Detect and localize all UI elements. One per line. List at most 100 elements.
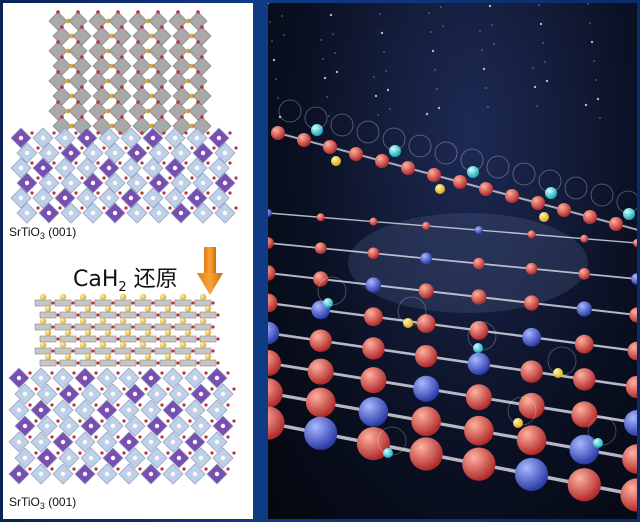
star (440, 6, 442, 8)
atom (210, 387, 214, 391)
atom (182, 467, 186, 471)
bubble (486, 155, 510, 179)
atom (126, 375, 132, 381)
bubble (460, 148, 484, 172)
film-layer (179, 311, 197, 319)
film-layer (114, 323, 132, 331)
atom (102, 146, 106, 150)
atom (80, 146, 84, 150)
atom (185, 78, 191, 84)
atom (24, 150, 30, 156)
atom (473, 343, 483, 353)
atom (52, 131, 56, 135)
atom (467, 352, 491, 376)
atom (80, 85, 84, 89)
atom (116, 313, 120, 317)
octahedron (128, 11, 148, 31)
atom (214, 407, 220, 413)
octahedron (68, 11, 88, 31)
atom (84, 165, 90, 171)
atom (16, 439, 22, 445)
atom (625, 375, 637, 399)
atom (71, 325, 75, 329)
octahedron (168, 41, 188, 61)
atom (184, 353, 192, 361)
atom (523, 295, 540, 311)
atom (185, 48, 191, 54)
reduction-sub: 2 (118, 280, 127, 295)
atom (427, 168, 441, 182)
atom (633, 239, 637, 247)
atom (516, 425, 547, 455)
film-layer (59, 359, 77, 367)
atom (96, 70, 100, 74)
octahedron (192, 86, 212, 106)
atom (120, 115, 124, 119)
atom (24, 180, 30, 186)
atom (146, 176, 150, 180)
atom (105, 48, 111, 54)
atom (314, 242, 327, 254)
octahedron (92, 26, 112, 46)
atom (56, 10, 60, 14)
atom (151, 301, 155, 305)
atom (313, 271, 329, 287)
film-layer (199, 335, 217, 343)
atom (134, 180, 140, 186)
atom (16, 471, 22, 477)
atom (171, 325, 175, 329)
reduction-suffix: 还原 (126, 267, 178, 292)
bottom-label-suffix: (001) (44, 495, 77, 509)
film-layer (74, 347, 92, 355)
octahedron (52, 56, 72, 76)
atom (228, 191, 232, 195)
atom (39, 293, 47, 301)
atom (124, 206, 128, 210)
bubble (408, 134, 432, 158)
film-layer (199, 359, 217, 367)
atom (204, 305, 212, 313)
atom (144, 305, 152, 313)
atom (99, 341, 107, 349)
atom (156, 70, 160, 74)
atom (80, 55, 84, 59)
atom (56, 313, 60, 317)
film-layer (179, 359, 197, 367)
atom (199, 341, 207, 349)
atom (124, 329, 132, 337)
atom (180, 115, 184, 119)
atom (104, 407, 110, 413)
atom (220, 423, 226, 429)
atom (164, 329, 172, 337)
atom (383, 448, 393, 458)
film-layer (159, 311, 177, 319)
atom (204, 403, 208, 407)
atom (68, 210, 74, 216)
atom (268, 293, 278, 313)
star (442, 25, 444, 27)
atom (156, 10, 160, 14)
star (334, 52, 336, 54)
atom (68, 150, 74, 156)
atom (44, 329, 52, 337)
octahedron (152, 86, 172, 106)
film-layer (79, 311, 97, 319)
atom (56, 40, 60, 44)
atom (557, 203, 571, 217)
film-layer (139, 335, 157, 343)
atom (50, 371, 54, 375)
atom (38, 439, 44, 445)
atom (76, 70, 80, 74)
atom (206, 161, 210, 165)
atom (168, 176, 172, 180)
film-layer (39, 311, 57, 319)
atom (418, 283, 434, 299)
atom (116, 100, 120, 104)
film-layer (134, 323, 152, 331)
atom (76, 100, 80, 104)
atom (96, 10, 100, 14)
atom (88, 455, 94, 461)
film-layer (154, 323, 172, 331)
atom (268, 378, 283, 408)
atom (40, 195, 46, 201)
